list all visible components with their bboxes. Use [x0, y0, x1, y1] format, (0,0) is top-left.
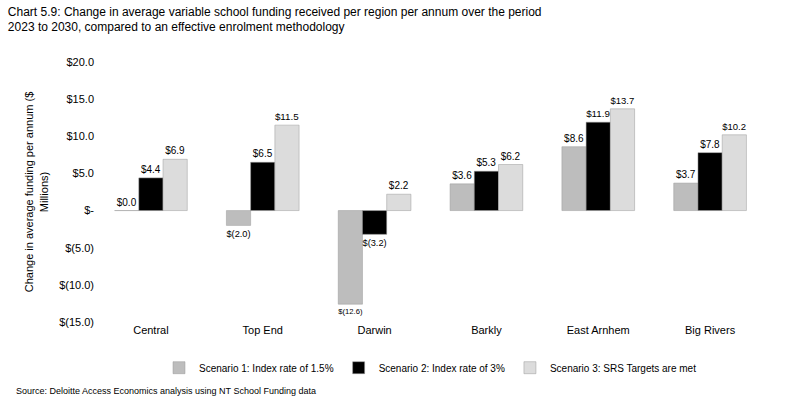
svg-text:$5.3: $5.3 — [476, 157, 496, 168]
svg-text:$8.6: $8.6 — [564, 133, 584, 144]
svg-text:Scenario 3: SRS Targets are me: Scenario 3: SRS Targets are met — [550, 363, 696, 374]
svg-text:$3.6: $3.6 — [452, 170, 472, 181]
svg-text:$13.7: $13.7 — [610, 95, 634, 106]
svg-text:$6.2: $6.2 — [501, 151, 521, 162]
svg-text:$(10.0): $(10.0) — [59, 279, 94, 291]
svg-text:$3.7: $3.7 — [676, 169, 696, 180]
svg-text:$10.0: $10.0 — [66, 130, 94, 142]
svg-text:$(3.2): $(3.2) — [362, 238, 386, 248]
svg-text:$11.5: $11.5 — [275, 111, 299, 122]
svg-text:$2.2: $2.2 — [389, 180, 409, 191]
svg-text:$(15.0): $(15.0) — [59, 316, 94, 328]
svg-text:Source: Deloitte Access Econom: Source: Deloitte Access Economics analys… — [16, 386, 316, 396]
svg-text:$5.0: $5.0 — [73, 167, 94, 179]
svg-text:$-: $- — [84, 204, 94, 216]
svg-text:$15.0: $15.0 — [66, 93, 94, 105]
svg-text:$11.9: $11.9 — [586, 108, 610, 119]
svg-text:Change in average funding per: Change in average funding per annum ($Mi… — [23, 92, 49, 293]
svg-text:$7.8: $7.8 — [700, 139, 720, 150]
svg-text:$4.4: $4.4 — [141, 164, 161, 175]
svg-text:$10.2: $10.2 — [722, 121, 746, 132]
svg-text:$(5.0): $(5.0) — [65, 242, 94, 254]
svg-text:$6.9: $6.9 — [165, 145, 185, 156]
svg-text:$20.0: $20.0 — [66, 56, 94, 68]
svg-text:Darwin: Darwin — [357, 324, 391, 336]
svg-text:Scenario 1: Index rate of 1.5%: Scenario 1: Index rate of 1.5% — [199, 363, 334, 374]
svg-text:$6.5: $6.5 — [253, 148, 273, 159]
svg-text:Barkly: Barkly — [471, 324, 502, 336]
svg-text:East Arnhem: East Arnhem — [567, 324, 630, 336]
svg-text:$(12.6): $(12.6) — [338, 307, 363, 316]
svg-text:$0.0: $0.0 — [117, 197, 137, 208]
svg-text:Central: Central — [133, 324, 168, 336]
svg-text:Big Rivers: Big Rivers — [685, 324, 736, 336]
svg-text:Top End: Top End — [243, 324, 283, 336]
svg-text:$(2.0): $(2.0) — [226, 229, 250, 239]
svg-text:Scenario 2: Index rate of 3%: Scenario 2: Index rate of 3% — [379, 363, 505, 374]
svg-text:Chart 5.9: Change in average v: Chart 5.9: Change in average variable sc… — [8, 5, 542, 35]
